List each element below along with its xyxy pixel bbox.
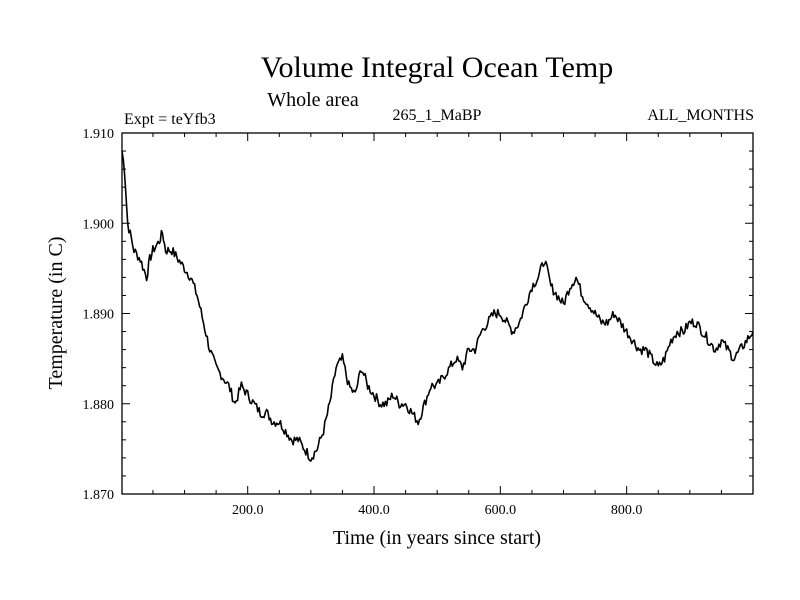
x-tick-label: 600.0 xyxy=(485,503,517,518)
axis-ticks xyxy=(122,132,753,495)
y-tick-label: 1.870 xyxy=(83,488,115,503)
x-axis-label: Time (in years since start) xyxy=(333,527,541,549)
x-tick-label: 400.0 xyxy=(358,503,390,518)
period-label: 265_1_MaBP xyxy=(393,107,482,124)
x-tick-label: 800.0 xyxy=(611,503,643,518)
y-tick-label: 1.890 xyxy=(83,308,115,323)
y-tick-label: 1.900 xyxy=(83,217,115,232)
plot-frame xyxy=(121,132,754,495)
x-tick-label: 200.0 xyxy=(232,503,264,518)
experiment-label: Expt = teYfb3 xyxy=(124,111,216,128)
y-tick-label: 1.910 xyxy=(83,127,115,142)
y-axis-label: Temperature (in C) xyxy=(45,237,67,390)
axis-tick-labels: 200.0 400.0 600.0 800.0 1.870 1.880 1.890 1.900… xyxy=(83,127,643,518)
series-line xyxy=(121,150,754,462)
chart-subtitle: Whole area xyxy=(267,89,359,111)
y-tick-label: 1.880 xyxy=(83,398,115,413)
chart-title: Volume Integral Ocean Temp xyxy=(261,51,614,84)
months-label: ALL_MONTHS xyxy=(647,107,754,124)
